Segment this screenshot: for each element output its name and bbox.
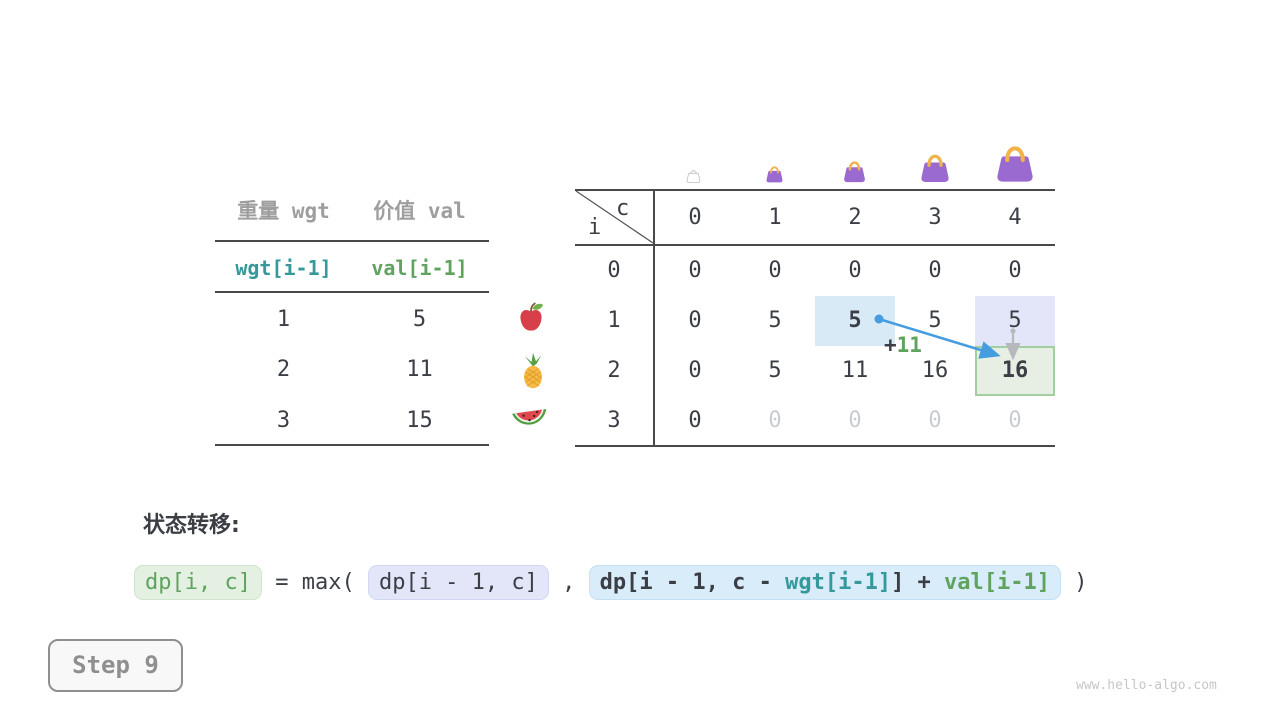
dp-cell-0-2: 0 bbox=[848, 258, 862, 283]
dp-cell-0-1: 0 bbox=[768, 258, 782, 283]
formula-arg2-mid: ] + bbox=[891, 569, 945, 595]
formula-space4 bbox=[575, 570, 588, 595]
formula-max-open: max( bbox=[301, 569, 355, 595]
dp-cell-3-4: 0 bbox=[1008, 408, 1022, 433]
dp-table-line-vertical bbox=[653, 189, 655, 447]
bag-small-icon bbox=[764, 163, 785, 183]
items-value-header: 价值 val bbox=[373, 199, 466, 223]
col-header-4: 4 bbox=[1008, 205, 1022, 230]
row-header-0: 0 bbox=[607, 258, 621, 283]
item-2-weight: 2 bbox=[276, 357, 291, 382]
dp-table-line-bottom bbox=[575, 445, 1055, 447]
dp-column-headers: 0 1 2 3 4 bbox=[655, 193, 1055, 243]
col-header-3: 3 bbox=[928, 205, 942, 230]
formula-arg2: dp[i - 1, c - wgt[i-1]] + val[i-1] bbox=[588, 564, 1062, 600]
items-weight-header: 重量 wgt bbox=[237, 199, 330, 223]
dp-cell-3-1: 0 bbox=[768, 408, 782, 433]
dp-value-grid: 0 0 0 0 0 0 5 5 5 5 0 5 11 16 16 0 0 0 0… bbox=[655, 246, 1055, 446]
bag-large-icon bbox=[917, 149, 953, 183]
item-1-weight: 1 bbox=[276, 307, 291, 332]
formula-space1 bbox=[288, 570, 301, 595]
dp-cell-2-4-highlight-target: 16 bbox=[975, 346, 1055, 396]
row-header-1: 1 bbox=[607, 308, 621, 333]
item-2-value: 11 bbox=[406, 357, 433, 382]
corner-label-c: c bbox=[616, 196, 630, 221]
dp-table-line-header bbox=[575, 244, 1055, 246]
step-badge: Step 9 bbox=[48, 639, 183, 692]
formula-arg2-wgt: wgt[i-1] bbox=[785, 569, 892, 595]
col-header-2: 2 bbox=[848, 205, 862, 230]
item-1-value: 5 bbox=[412, 307, 427, 332]
dp-cell-1-1: 5 bbox=[768, 308, 782, 333]
dp-cell-0-4: 0 bbox=[1008, 258, 1022, 283]
item-3-value: 15 bbox=[406, 408, 433, 433]
dp-cell-2-1: 5 bbox=[768, 358, 782, 383]
dp-cell-1-2-highlight-source: 5 bbox=[815, 296, 895, 346]
formula-space3 bbox=[549, 570, 562, 595]
apple-icon bbox=[520, 302, 543, 331]
dp-cell-2-2: 11 bbox=[841, 358, 869, 383]
formula-equals-sign: = bbox=[275, 569, 289, 595]
dp-cell-0-0: 0 bbox=[688, 258, 702, 283]
items-table-line-mid bbox=[215, 291, 489, 293]
plus-value-annotation: +11 bbox=[884, 333, 922, 357]
dp-cell-2-0: 0 bbox=[688, 358, 702, 383]
items-value-subheader: val[i-1] bbox=[371, 256, 468, 280]
formula-lhs: dp[i, c] bbox=[134, 564, 262, 600]
items-table-line-top bbox=[215, 240, 489, 242]
state-transition-title: 状态转移: bbox=[143, 513, 240, 538]
items-table-line-bottom bbox=[215, 444, 489, 446]
plus-sign: + bbox=[884, 333, 897, 357]
col-header-1: 1 bbox=[768, 205, 782, 230]
row-header-2: 2 bbox=[607, 358, 621, 383]
dp-cell-3-0: 0 bbox=[688, 408, 702, 433]
dp-cell-0-3: 0 bbox=[928, 258, 942, 283]
dp-row-headers: 0 1 2 3 bbox=[575, 246, 653, 446]
bag-xlarge-icon bbox=[992, 139, 1038, 183]
item-3-weight: 3 bbox=[276, 408, 291, 433]
formula-close-paren: ) bbox=[1074, 569, 1088, 595]
corner-label-i: i bbox=[588, 215, 602, 240]
pineapple-icon bbox=[524, 353, 542, 389]
formula-comma: , bbox=[562, 569, 576, 595]
plus-value: 11 bbox=[896, 333, 922, 357]
formula-arg2-prefix: dp[i - 1, c - bbox=[599, 569, 786, 595]
formula-space2 bbox=[355, 570, 368, 595]
bag-ghost-icon bbox=[685, 167, 702, 183]
row-header-3: 3 bbox=[607, 408, 621, 433]
formula-equals bbox=[262, 570, 275, 595]
bag-medium-icon bbox=[841, 157, 868, 183]
col-header-0: 0 bbox=[688, 205, 702, 230]
items-weight-subheader: wgt[i-1] bbox=[235, 256, 332, 280]
dp-cell-2-3: 16 bbox=[921, 358, 949, 383]
state-transition-formula: dp[i, c] = max( dp[i - 1, c] , dp[i - 1,… bbox=[134, 560, 1088, 604]
dp-cell-3-3: 0 bbox=[928, 408, 942, 433]
dp-cell-1-4-highlight-alt: 5 bbox=[975, 296, 1055, 346]
watermark: www.hello-algo.com bbox=[1076, 678, 1217, 693]
dp-cell-3-2: 0 bbox=[848, 408, 862, 433]
formula-space5 bbox=[1061, 570, 1074, 595]
dp-table-line-top bbox=[575, 189, 1055, 191]
dp-cell-1-0: 0 bbox=[688, 308, 702, 333]
watermelon-icon bbox=[512, 409, 547, 425]
formula-arg2-val: val[i-1] bbox=[944, 569, 1051, 595]
formula-arg1: dp[i - 1, c] bbox=[367, 564, 549, 600]
